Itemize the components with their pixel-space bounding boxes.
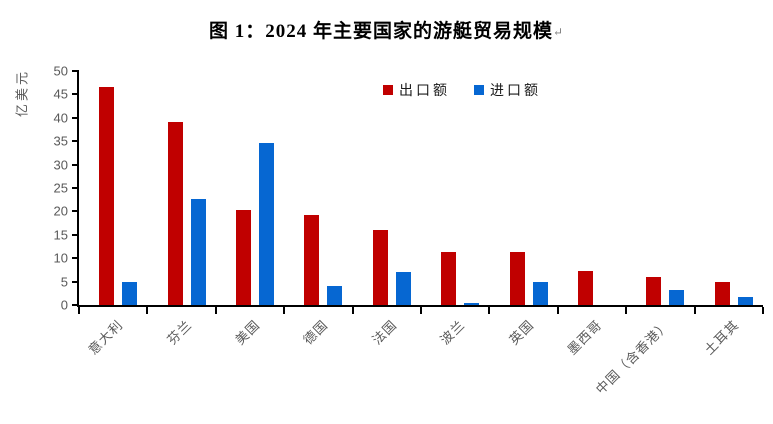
paragraph-mark: ↵ <box>552 25 565 39</box>
y-tick-5 <box>72 280 79 283</box>
import-legend-swatch <box>474 85 484 95</box>
y-tick-40 <box>72 116 79 119</box>
bar-group-中国（含香港） <box>631 71 699 305</box>
y-tick-20 <box>72 210 79 213</box>
import-bar-意大利 <box>122 281 138 305</box>
x-tick-0 <box>78 307 80 314</box>
bar-group-土耳其 <box>700 71 768 305</box>
y-tick-label-30: 30 <box>53 157 68 173</box>
x-category-label-法国: 法国 <box>369 317 400 348</box>
export-bar-德国 <box>304 214 320 305</box>
x-tick-2 <box>214 307 217 314</box>
export-bar-英国 <box>509 252 525 305</box>
plot-area: 意大利 芬兰 美国 德国 法国 波兰 英国 墨西哥 中国（含香港） 土耳其 0 5 10 15 20 25 30… <box>54 64 764 397</box>
x-tick-5 <box>420 307 422 314</box>
legend: 出口额 进口额 <box>383 80 541 100</box>
x-tick-3 <box>283 307 286 314</box>
bar-group-芬兰 <box>152 71 220 305</box>
x-tick-9 <box>693 307 696 314</box>
export-bar-中国（含香港） <box>646 276 662 305</box>
x-tick-1 <box>146 307 149 314</box>
export-legend-swatch <box>383 85 393 95</box>
bar-group-英国 <box>494 71 562 305</box>
bar-groups <box>79 71 763 305</box>
x-category-label-波兰: 波兰 <box>437 317 468 348</box>
import-bar-中国（含香港） <box>669 290 685 305</box>
y-tick-15 <box>72 233 79 236</box>
x-tick-8 <box>625 307 628 314</box>
export-bar-芬兰 <box>167 122 183 305</box>
y-tick-25 <box>72 187 79 189</box>
y-tick-label-0: 0 <box>60 297 68 313</box>
y-tick-45 <box>72 93 79 96</box>
bar-group-美国 <box>221 71 289 305</box>
y-tick-label-50: 50 <box>53 63 68 79</box>
y-tick-label-15: 15 <box>53 227 68 243</box>
export-bar-法国 <box>372 230 388 305</box>
y-tick-0 <box>72 304 79 306</box>
import-bar-芬兰 <box>190 198 206 305</box>
x-category-label-美国: 美国 <box>232 317 263 348</box>
import-bar-美国 <box>259 142 275 305</box>
x-tick-6 <box>488 307 491 314</box>
x-tick-7 <box>556 307 559 314</box>
y-tick-30 <box>72 163 79 166</box>
x-category-label-土耳其: 土耳其 <box>701 317 742 358</box>
x-category-label-英国: 英国 <box>505 317 537 348</box>
bar-group-德国 <box>289 71 357 305</box>
y-tick-35 <box>72 140 79 143</box>
export-legend-label: 出口额 <box>399 84 450 99</box>
import-bar-法国 <box>395 272 411 305</box>
export-bar-美国 <box>236 210 252 305</box>
legend-item-import: 进口额 <box>474 80 541 100</box>
bar-group-法国 <box>358 71 426 305</box>
bar-group-墨西哥 <box>563 71 631 305</box>
export-bar-意大利 <box>99 87 115 305</box>
y-tick-50 <box>72 70 79 72</box>
import-bar-波兰 <box>464 302 480 305</box>
y-tick-label-40: 40 <box>53 110 68 126</box>
x-category-label-墨西哥: 墨西哥 <box>564 317 605 358</box>
y-tick-label-45: 45 <box>53 86 68 102</box>
bar-group-波兰 <box>426 71 494 305</box>
y-tick-label-20: 20 <box>53 203 68 219</box>
import-legend-label: 进口额 <box>490 84 541 99</box>
y-tick-10 <box>72 257 79 260</box>
legend-item-export: 出口额 <box>383 80 450 100</box>
bar-group-意大利 <box>84 71 152 305</box>
x-tick-4 <box>351 307 354 314</box>
chart-title-text: 图 1：2024 年主要国家的游艇贸易规模 <box>208 21 553 42</box>
y-tick-label-10: 10 <box>53 250 68 266</box>
import-bar-德国 <box>327 286 343 305</box>
chart-title: 图 1：2024 年主要国家的游艇贸易规模↵ <box>0 16 773 43</box>
export-bar-波兰 <box>441 252 457 305</box>
y-axis-title: 亿美元 <box>14 68 30 118</box>
x-category-label-意大利: 意大利 <box>85 317 126 358</box>
import-bar-土耳其 <box>737 296 753 305</box>
y-tick-label-5: 5 <box>60 274 68 290</box>
y-tick-label-25: 25 <box>53 180 68 196</box>
x-tick-10 <box>762 307 764 314</box>
export-bar-土耳其 <box>714 281 730 305</box>
x-category-label-德国: 德国 <box>300 317 332 348</box>
export-bar-墨西哥 <box>578 270 594 305</box>
y-tick-label-35: 35 <box>53 133 68 149</box>
x-category-label-芬兰: 芬兰 <box>163 317 195 348</box>
import-bar-英国 <box>532 281 548 305</box>
